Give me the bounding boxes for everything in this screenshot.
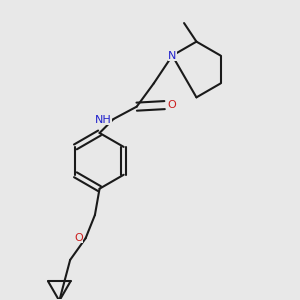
Text: N: N <box>168 51 176 61</box>
Text: O: O <box>168 100 176 110</box>
Text: NH: NH <box>95 115 112 125</box>
Text: O: O <box>74 232 83 243</box>
